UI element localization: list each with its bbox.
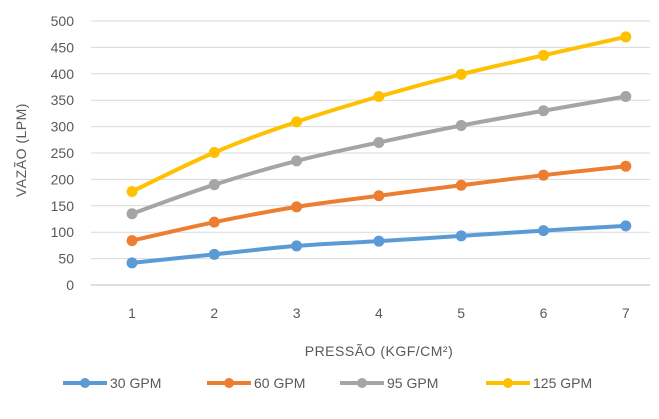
series-60-gpm	[126, 160, 632, 247]
legend-item: 30 GPM	[63, 375, 161, 391]
legend-label: 125 GPM	[533, 375, 592, 391]
data-point	[373, 91, 385, 103]
data-point	[291, 201, 303, 213]
y-tick-label: 350	[51, 92, 75, 108]
legend-point-marker	[80, 378, 90, 388]
y-tick-label: 450	[51, 39, 75, 55]
legend-item: 125 GPM	[486, 375, 592, 391]
data-point	[538, 105, 549, 117]
data-point	[373, 235, 385, 247]
x-tick-label: 2	[210, 305, 218, 321]
y-tick-label: 50	[58, 251, 74, 267]
series-lines	[126, 31, 632, 269]
legend-label: 30 GPM	[110, 375, 161, 391]
data-point	[126, 257, 138, 269]
data-point	[455, 179, 467, 191]
data-point	[208, 179, 220, 191]
legend-label: 95 GPM	[387, 375, 438, 391]
legend-item: 95 GPM	[340, 375, 438, 391]
y-axis-title: VAZÃO (LPM)	[13, 103, 29, 197]
data-point	[126, 186, 138, 198]
series-line	[130, 34, 628, 194]
x-axis-title: PRESSÃO (KGF/CM²)	[305, 343, 454, 359]
legend-label: 60 GPM	[254, 375, 305, 391]
y-tick-label: 200	[51, 171, 75, 187]
data-point	[455, 230, 467, 242]
data-point	[538, 49, 549, 61]
y-tick-label: 250	[51, 145, 75, 161]
data-point	[620, 91, 632, 103]
y-tick-label: 300	[51, 119, 75, 135]
y-tick-label: 150	[51, 198, 75, 214]
x-tick-label: 7	[622, 305, 630, 321]
data-point	[373, 190, 385, 202]
x-tick-label: 5	[457, 305, 465, 321]
legend: 30 GPM 60 GPM 95 GPM 125 GPM	[63, 375, 592, 391]
gridlines	[91, 20, 650, 286]
series-30-gpm	[126, 220, 632, 269]
x-tick-label: 3	[293, 305, 301, 321]
series-125-gpm	[126, 31, 632, 198]
data-point	[208, 216, 220, 228]
data-point	[291, 240, 303, 252]
data-point	[126, 208, 138, 220]
y-tick-label: 400	[51, 66, 75, 82]
series-95-gpm	[126, 91, 632, 220]
data-point	[291, 155, 303, 167]
x-tick-label: 6	[540, 305, 548, 321]
data-point	[208, 248, 220, 260]
data-point	[126, 235, 138, 247]
legend-item: 60 GPM	[207, 375, 305, 391]
x-axis-ticks: 1 2 3 4 5 6 7	[128, 305, 630, 321]
data-point	[208, 146, 220, 158]
data-point	[620, 31, 632, 43]
data-point	[455, 68, 467, 80]
data-point	[291, 116, 303, 128]
data-point	[620, 160, 632, 172]
data-point	[620, 220, 632, 232]
legend-point-marker	[357, 378, 367, 388]
data-point	[373, 136, 385, 148]
data-point	[538, 225, 549, 237]
y-tick-label: 0	[66, 277, 74, 293]
y-tick-label: 100	[51, 224, 75, 240]
legend-point-marker	[503, 378, 513, 388]
y-axis-ticks: 0 50 100 150 200 250 300 350 400 450 500	[51, 13, 75, 293]
data-point	[455, 120, 467, 132]
x-tick-label: 1	[128, 305, 136, 321]
data-point	[538, 169, 549, 181]
x-tick-label: 4	[375, 305, 383, 321]
y-tick-label: 500	[51, 13, 75, 29]
legend-point-marker	[224, 378, 234, 388]
